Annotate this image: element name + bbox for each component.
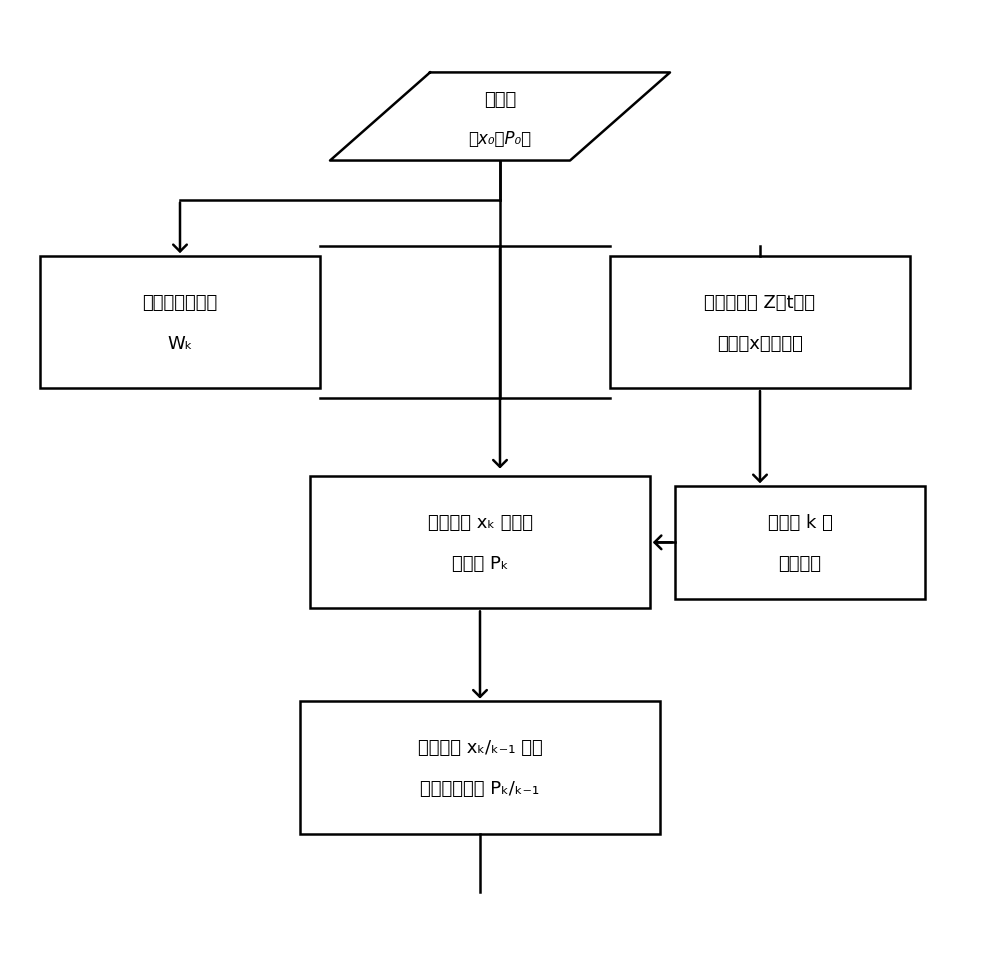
Text: 协方差 Pₖ: 协方差 Pₖ: [452, 555, 508, 572]
Text: 状态预测 xₖ/ₖ₋₁ 和状: 状态预测 xₖ/ₖ₋₁ 和状: [418, 738, 542, 756]
Bar: [40, 257, 320, 388]
Bar: [310, 477, 650, 608]
Text: （x₀和P₀）: （x₀和P₀）: [468, 130, 532, 148]
Text: 应用量测量 Z（t）对: 应用量测量 Z（t）对: [704, 293, 816, 311]
Text: 状态量x进行校正: 状态量x进行校正: [717, 334, 803, 352]
Text: 初始化: 初始化: [484, 91, 516, 109]
Bar: [610, 257, 910, 388]
Bar: [300, 702, 660, 833]
Text: 计算卡尔曼增益: 计算卡尔曼增益: [142, 293, 218, 311]
Text: 最优的 k 调: 最优的 k 调: [768, 513, 832, 531]
Text: 态协方差预测 Pₖ/ₖ₋₁: 态协方差预测 Pₖ/ₖ₋₁: [420, 779, 540, 797]
Bar: [675, 486, 925, 599]
Text: 状态均值 xₖ 和状态: 状态均值 xₖ 和状态: [428, 513, 532, 531]
Polygon shape: [330, 73, 670, 161]
Text: 节参数值: 节参数值: [778, 555, 822, 572]
Text: Wₖ: Wₖ: [167, 334, 193, 352]
